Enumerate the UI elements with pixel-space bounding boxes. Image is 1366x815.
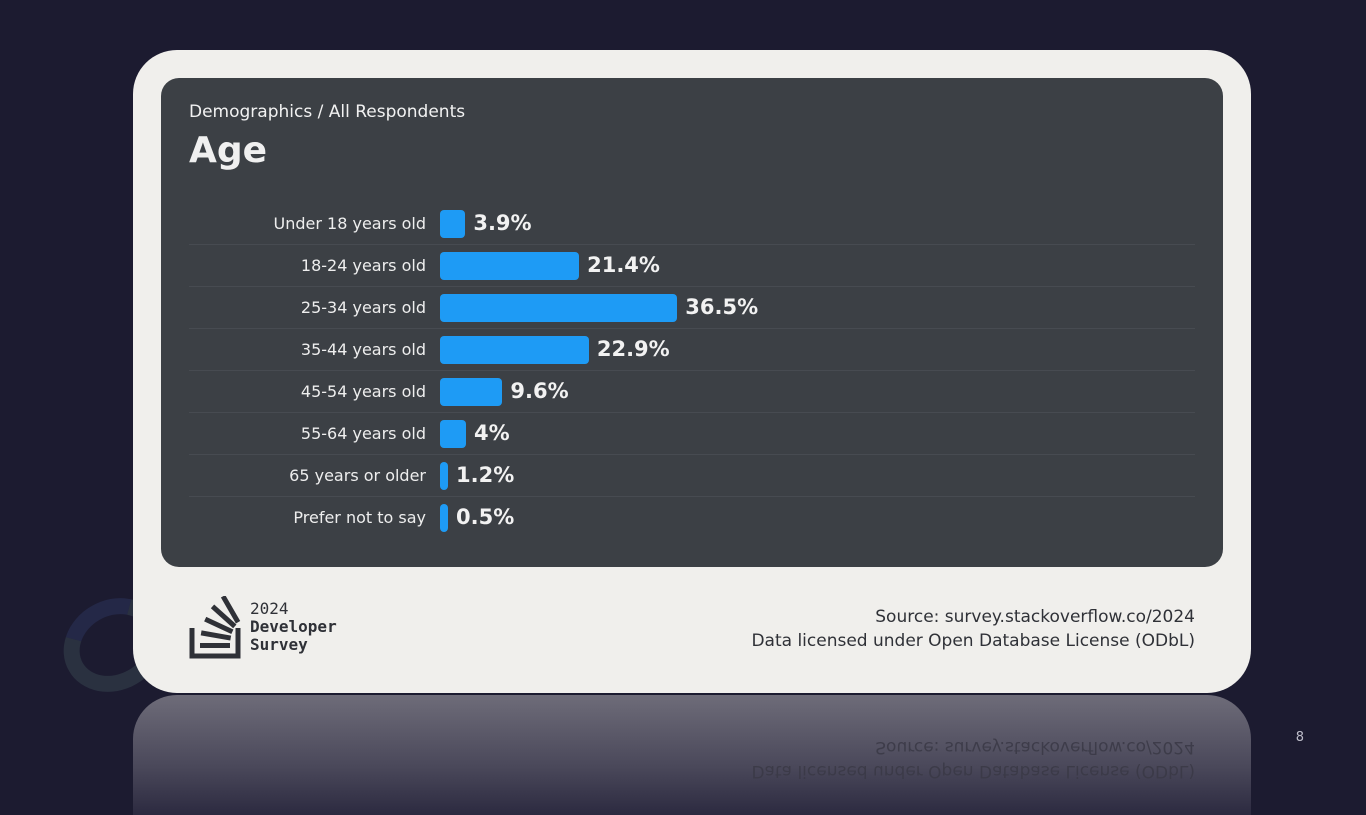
value-label: 9.6%: [510, 379, 569, 403]
source-link[interactable]: Source: survey.stackoverflow.co/2024: [875, 607, 1195, 627]
bar: [440, 294, 678, 322]
logo-year: 2024: [250, 599, 289, 618]
category-label: Prefer not to say: [293, 508, 426, 527]
bar-row: 45-54 years old 9.6%: [189, 371, 1195, 413]
bar: [440, 504, 448, 532]
reflection-source-text: Source: survey.stackoverflow.co/2024: [875, 737, 1195, 757]
bar: [440, 336, 589, 364]
bar-row: 65 years or older 1.2%: [189, 455, 1195, 497]
page-title: Age: [189, 130, 268, 171]
value-label: 1.2%: [456, 463, 515, 487]
bar-row: Under 18 years old 3.9%: [189, 203, 1195, 245]
page-number: 8: [1295, 730, 1304, 745]
value-label: 3.9%: [473, 211, 532, 235]
bar: [440, 210, 466, 238]
source-info: Source: survey.stackoverflow.co/2024 Dat…: [751, 605, 1195, 653]
survey-logo: 2024 Developer Survey: [189, 595, 349, 660]
bar-row: 18-24 years old 21.4%: [189, 245, 1195, 287]
bar-row: Prefer not to say 0.5%: [189, 497, 1195, 539]
bar-row: 55-64 years old 4%: [189, 413, 1195, 455]
value-label: 4%: [474, 421, 510, 445]
category-label: 18-24 years old: [300, 256, 426, 275]
category-label: 45-54 years old: [300, 382, 426, 401]
bar: [440, 252, 580, 280]
category-label: 25-34 years old: [300, 298, 426, 317]
category-label: 65 years or older: [289, 466, 426, 485]
license-text: Data licensed under Open Database Licens…: [751, 631, 1195, 651]
logo-line2: Survey: [250, 635, 308, 654]
value-label: 0.5%: [456, 505, 515, 529]
bar: [440, 462, 448, 490]
logo-text: 2024 Developer Survey: [250, 600, 337, 654]
bar: [440, 420, 466, 448]
value-label: 36.5%: [685, 295, 759, 319]
bar-chart: Under 18 years old 3.9% 18-24 years old 21.…: [189, 203, 1195, 539]
stack-overflow-logo-icon: [189, 595, 241, 659]
bar-row: 35-44 years old 22.9%: [189, 329, 1195, 371]
chart-panel: Demographics / All Respondents Age Under…: [161, 78, 1223, 567]
value-label: 21.4%: [587, 253, 660, 277]
slide-card: Demographics / All Respondents Age Under…: [133, 50, 1251, 693]
value-label: 22.9%: [596, 337, 670, 361]
category-label: Under 18 years old: [273, 214, 426, 233]
category-label: 55-64 years old: [300, 424, 426, 443]
card-reflection: Data licensed under Open Database Licens…: [133, 695, 1251, 815]
logo-line1: Developer: [250, 617, 337, 636]
category-label: 35-44 years old: [300, 340, 426, 359]
reflection-source: Data licensed under Open Database Licens…: [751, 735, 1195, 783]
bar: [440, 378, 503, 406]
bar-row: 25-34 years old 36.5%: [189, 287, 1195, 329]
breadcrumb: Demographics / All Respondents: [189, 102, 466, 122]
reflection-license-text: Data licensed under Open Database Licens…: [751, 761, 1195, 781]
